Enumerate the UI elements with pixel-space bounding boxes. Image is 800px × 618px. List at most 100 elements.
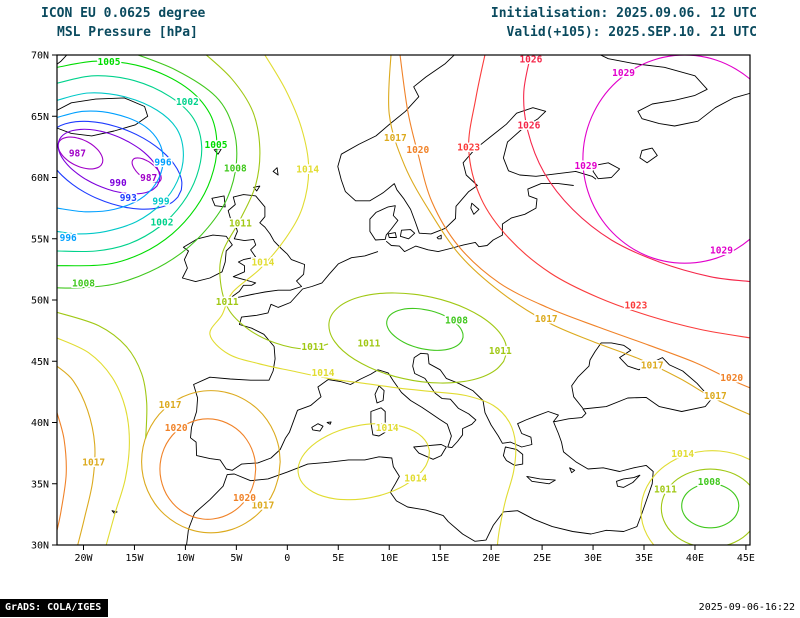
contour-label: 1014 [671, 449, 694, 460]
contour-label: 990 [110, 178, 127, 189]
contour-label: 1011 [301, 342, 324, 353]
contour-line-1011 [205, 55, 329, 350]
map-frame [56, 54, 751, 546]
coastline-segment [639, 147, 658, 164]
coastline-segment [436, 234, 442, 240]
lat-tick-label: 55N [31, 234, 49, 245]
contour-label: 1029 [574, 161, 597, 172]
contour-label: 1008 [72, 279, 95, 290]
lat-tick-label: 70N [31, 51, 49, 62]
contour-label: 1005 [98, 57, 121, 68]
contour-label: 1011 [489, 346, 512, 357]
lon-tick-label: 35E [635, 553, 653, 564]
contour-label: 1026 [519, 54, 542, 65]
coastline-segment [387, 232, 397, 238]
contour-line-1017 [141, 390, 281, 534]
lon-tick-label: 10E [380, 553, 398, 564]
contour-line-1008 [57, 55, 238, 289]
coastline-segment [111, 510, 118, 514]
contour-label: 1011 [229, 219, 252, 230]
contour-label: 996 [60, 233, 77, 244]
lon-tick-label: 15E [431, 553, 449, 564]
lon-tick-label: 0 [284, 553, 290, 564]
lon-tick-label: 10W [176, 553, 195, 564]
creation-timestamp: 2025-09-06-16:22 [698, 602, 795, 613]
contour-line-990 [57, 128, 161, 195]
contour-label: 1017 [641, 361, 664, 372]
contour-label: 1020 [720, 373, 743, 384]
contour-label: 1005 [205, 140, 228, 151]
lat-tick-label: 30N [31, 541, 49, 552]
contour-label: 1023 [457, 143, 480, 154]
contour-label: 1014 [404, 473, 427, 484]
axis-labels: 70N 65N 60N 55N 50N 45N 40N 35N 30N 20W 15W 10W 5W 0 5… [31, 51, 755, 565]
contour-line-1017 [57, 365, 96, 545]
header-valid-time: Valid(+105): 2025.SEP.10. 21 UTC [506, 25, 757, 40]
contour-label: 1014 [376, 423, 399, 434]
contour-label: 1020 [233, 493, 256, 504]
contour-line-1029 [582, 55, 750, 264]
contour-label: 1017 [251, 500, 274, 511]
contour-line-1002 [57, 75, 203, 253]
contour-label: 1008 [445, 315, 468, 326]
contour-line-1014 [297, 423, 430, 501]
contour-label: 1011 [654, 484, 677, 495]
lon-tick-label: 5W [230, 553, 243, 564]
header-init-time: Initialisation: 2025.09.06. 12 UTC [490, 6, 757, 21]
contour-label: 1008 [224, 163, 247, 174]
coastline-segment [599, 55, 750, 127]
lon-tick-label: 15W [125, 553, 144, 564]
header-model-title: ICON EU 0.0625 degree [41, 6, 206, 21]
contour-line-1008 [386, 307, 464, 351]
contour-line-1014 [209, 55, 517, 545]
lon-tick-label: 20E [482, 553, 500, 564]
contour-line-1014 [57, 337, 130, 545]
coastline-segment [526, 475, 556, 485]
contour-line-987 [131, 157, 162, 183]
contour-line-1020 [159, 418, 257, 520]
coastline-segment [227, 194, 306, 300]
coastline-segment [57, 55, 68, 65]
lon-tick-label: 45E [737, 553, 755, 564]
coastline-segment [370, 407, 386, 437]
contour-line-1017 [387, 55, 750, 416]
lat-tick-label: 35N [31, 479, 49, 490]
contour-line-1008 [681, 483, 740, 529]
contour-line-1020 [399, 55, 750, 389]
contour-label: 999 [152, 197, 169, 208]
coastline-segment [502, 446, 524, 466]
lat-tick-label: 45N [31, 357, 49, 368]
contour-label: 1020 [165, 423, 188, 434]
contour-label: 1008 [698, 477, 721, 488]
contour-label: 993 [120, 193, 137, 204]
coastline-segment [253, 185, 261, 192]
contour-line-1020 [57, 412, 67, 531]
contour-label: 987 [69, 149, 86, 160]
lon-tick-label: 30E [584, 553, 602, 564]
contour-line-1011 [57, 311, 148, 439]
lon-tick-label: 20W [74, 553, 93, 564]
contour-label: 1017 [384, 133, 407, 144]
coastline-segment [311, 423, 324, 432]
coastline-segment [186, 422, 654, 545]
contour-label: 1002 [151, 217, 174, 228]
header-field-title: MSL Pressure [hPa] [57, 25, 198, 40]
contour-label: 1017 [82, 457, 105, 468]
lon-tick-label: 25E [533, 553, 551, 564]
coastline-segment [427, 342, 712, 448]
contour-label: 1014 [312, 368, 335, 379]
coastline-segment [337, 55, 597, 235]
contour-line-1026 [523, 55, 750, 283]
coastline-segment [569, 467, 576, 474]
contour-label: 1026 [517, 121, 540, 132]
contour-label: 1011 [357, 339, 380, 350]
coastline-segment [326, 421, 332, 425]
coastline-segment [470, 202, 480, 215]
contour-line-1011 [328, 292, 508, 384]
lon-tick-label: 40E [686, 553, 704, 564]
contour-label: 987 [140, 173, 157, 184]
coastline-segment [399, 229, 416, 240]
contour-label: 1017 [704, 391, 727, 402]
